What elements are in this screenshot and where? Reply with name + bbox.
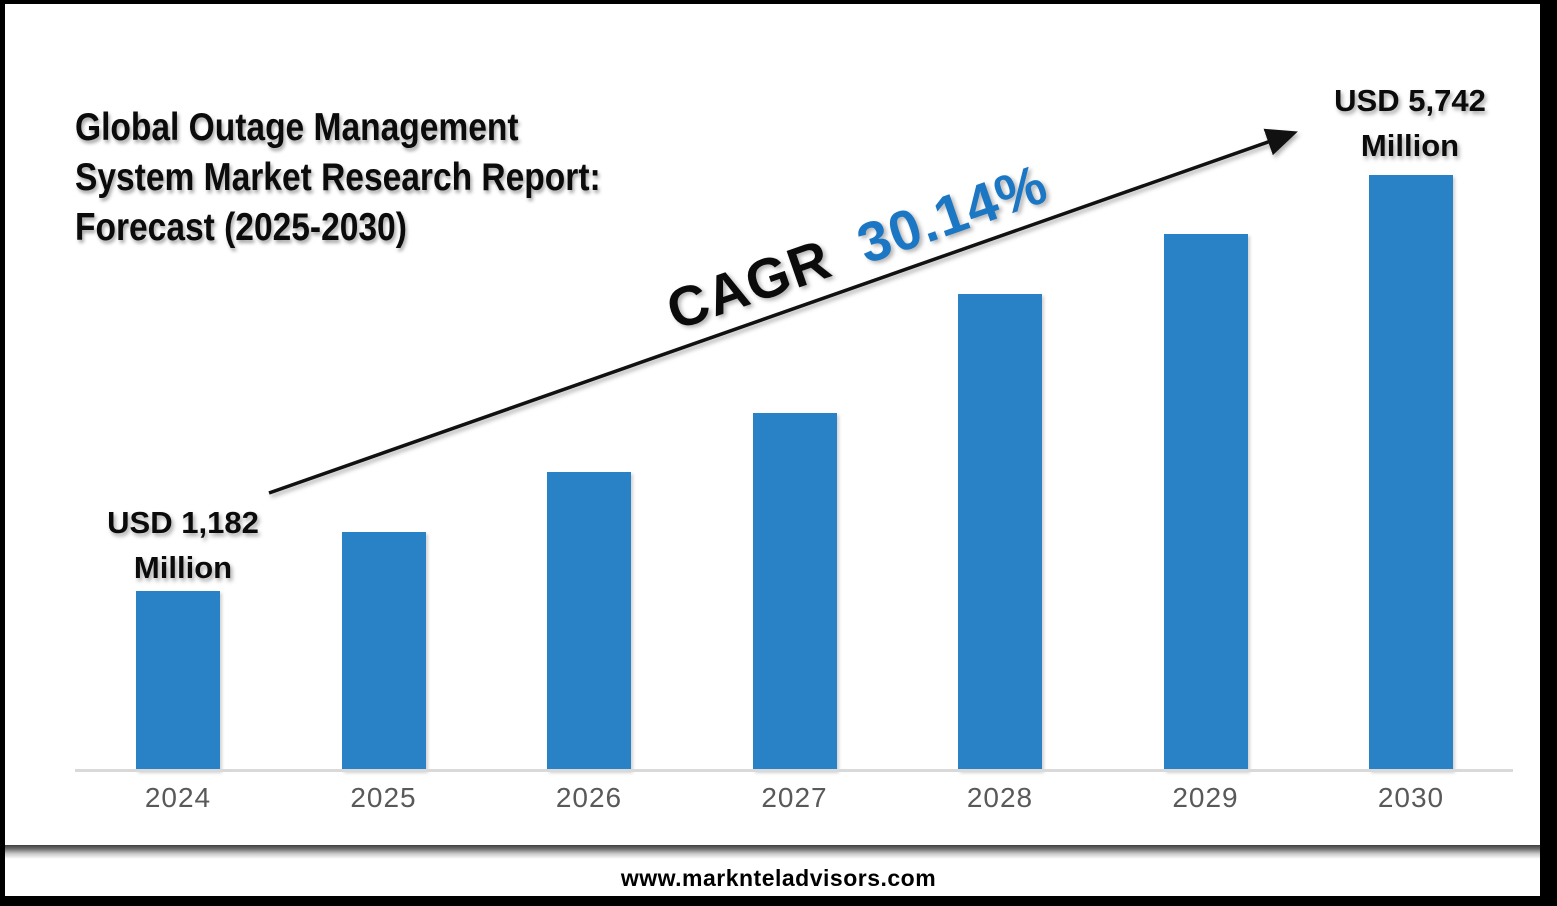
value-label-2024-amount: USD 1,182 xyxy=(107,505,259,540)
value-label-2030-amount: USD 5,742 xyxy=(1334,83,1486,118)
bar-2024 xyxy=(136,591,220,771)
footer-website: www.marknteladvisors.com xyxy=(0,860,1557,896)
x-axis-label-2024: 2024 xyxy=(144,782,212,813)
value-label-2030-unit: Million xyxy=(1360,128,1460,163)
value-label-2024: USD 1,182 Million xyxy=(63,500,303,590)
bar-2025 xyxy=(341,532,426,771)
x-axis-label-2027: 2027 xyxy=(761,782,828,813)
x-axis-label-2028: 2028 xyxy=(966,782,1034,813)
value-label-2024-unit: Million xyxy=(133,550,233,585)
bar-2029 xyxy=(1163,234,1248,771)
chart-title-line-3: Forecast (2025-2030) xyxy=(75,206,407,249)
value-label-2030: USD 5,742 Million xyxy=(1290,78,1530,168)
frame-border-bottom xyxy=(0,896,1557,906)
x-axis-label-2030: 2030 xyxy=(1377,782,1445,813)
x-axis-label-2025: 2025 xyxy=(350,782,417,813)
bar-2030 xyxy=(1369,175,1453,771)
frame-border-top xyxy=(0,0,1557,4)
chart-title-line-2: System Market Research Report: xyxy=(75,156,601,199)
bar-2027 xyxy=(752,413,837,771)
x-axis-line xyxy=(75,769,1513,772)
frame-border-right xyxy=(1540,0,1557,906)
cagr-value: 30.14% xyxy=(849,151,1056,276)
chart-title: Global Outage Management System Market R… xyxy=(75,103,677,253)
x-axis-label-2026: 2026 xyxy=(555,782,623,813)
bar-2028 xyxy=(958,294,1042,771)
website-url: www.marknteladvisors.com xyxy=(620,864,937,891)
bar-2026 xyxy=(547,472,631,771)
chart-title-line-1: Global Outage Management xyxy=(75,106,519,149)
cagr-label: CAGR xyxy=(658,226,839,342)
footer-separator xyxy=(5,845,1540,859)
frame-border-left xyxy=(0,0,5,906)
x-axis-label-2029: 2029 xyxy=(1172,782,1239,813)
